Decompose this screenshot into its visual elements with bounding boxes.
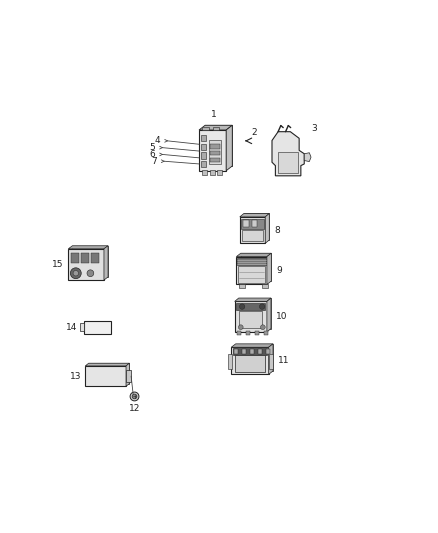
Bar: [237, 303, 265, 310]
Bar: [201, 152, 206, 158]
Circle shape: [238, 325, 243, 329]
Polygon shape: [104, 246, 108, 280]
Bar: [212, 127, 219, 130]
Polygon shape: [126, 363, 130, 386]
Bar: [255, 332, 259, 335]
Bar: [240, 311, 262, 328]
Bar: [210, 151, 220, 156]
Polygon shape: [235, 298, 271, 302]
Bar: [210, 158, 220, 162]
Polygon shape: [239, 298, 271, 328]
Polygon shape: [68, 246, 108, 249]
Polygon shape: [268, 344, 273, 374]
Text: 9: 9: [276, 266, 282, 275]
Bar: [239, 284, 244, 288]
Polygon shape: [199, 125, 232, 130]
Polygon shape: [240, 217, 265, 244]
Bar: [235, 356, 265, 372]
Polygon shape: [272, 132, 304, 176]
Bar: [92, 254, 99, 263]
Text: 8: 8: [274, 225, 280, 235]
Bar: [71, 254, 78, 263]
Circle shape: [130, 392, 139, 401]
Polygon shape: [244, 214, 269, 240]
Text: 6: 6: [149, 150, 155, 159]
Bar: [237, 258, 266, 265]
Bar: [84, 321, 111, 334]
Bar: [242, 230, 263, 241]
Bar: [233, 349, 267, 355]
Bar: [201, 161, 206, 167]
Bar: [80, 324, 84, 331]
Bar: [234, 350, 238, 354]
Bar: [251, 220, 257, 228]
Polygon shape: [237, 256, 267, 285]
Bar: [237, 332, 241, 335]
Text: 15: 15: [52, 260, 63, 269]
Polygon shape: [85, 366, 126, 386]
Polygon shape: [231, 347, 268, 374]
Text: 1: 1: [212, 110, 217, 119]
Circle shape: [240, 304, 245, 309]
Bar: [210, 144, 220, 149]
Circle shape: [87, 270, 94, 277]
Polygon shape: [236, 344, 273, 371]
Bar: [241, 219, 264, 229]
Bar: [201, 135, 206, 141]
Text: 14: 14: [66, 322, 78, 332]
Bar: [202, 127, 209, 130]
Bar: [209, 140, 221, 164]
Bar: [202, 169, 207, 175]
Polygon shape: [205, 125, 232, 166]
Text: 4: 4: [154, 136, 160, 146]
Bar: [243, 220, 249, 228]
Bar: [126, 370, 131, 382]
Circle shape: [259, 304, 265, 309]
Polygon shape: [304, 153, 311, 161]
Text: 5: 5: [149, 143, 155, 152]
Polygon shape: [231, 344, 273, 347]
Bar: [258, 350, 262, 354]
Text: 10: 10: [276, 312, 288, 321]
Circle shape: [261, 325, 265, 329]
Text: 2: 2: [251, 128, 257, 137]
Bar: [264, 332, 268, 335]
Bar: [81, 254, 88, 263]
Bar: [210, 169, 215, 175]
Bar: [246, 332, 251, 335]
Polygon shape: [235, 302, 267, 332]
Polygon shape: [88, 363, 130, 384]
Text: 12: 12: [129, 404, 140, 413]
Circle shape: [132, 394, 137, 399]
Text: 3: 3: [311, 124, 317, 133]
Polygon shape: [267, 298, 271, 332]
Bar: [266, 350, 270, 354]
Bar: [250, 350, 254, 354]
Polygon shape: [240, 214, 269, 217]
Text: 11: 11: [278, 357, 290, 365]
Bar: [217, 169, 222, 175]
Polygon shape: [85, 363, 130, 366]
Polygon shape: [265, 214, 269, 244]
Polygon shape: [72, 246, 108, 277]
Bar: [238, 266, 265, 282]
Polygon shape: [68, 249, 104, 280]
Circle shape: [73, 271, 78, 276]
Polygon shape: [267, 253, 271, 285]
Text: 13: 13: [70, 372, 81, 381]
Bar: [201, 143, 206, 150]
Bar: [228, 354, 232, 369]
Text: 7: 7: [151, 157, 156, 166]
Polygon shape: [199, 130, 226, 171]
Polygon shape: [237, 253, 271, 256]
Bar: [242, 350, 246, 354]
Polygon shape: [241, 253, 271, 281]
Polygon shape: [278, 151, 298, 173]
Circle shape: [71, 268, 81, 279]
Polygon shape: [226, 125, 232, 171]
Bar: [269, 354, 273, 369]
Bar: [262, 284, 268, 288]
